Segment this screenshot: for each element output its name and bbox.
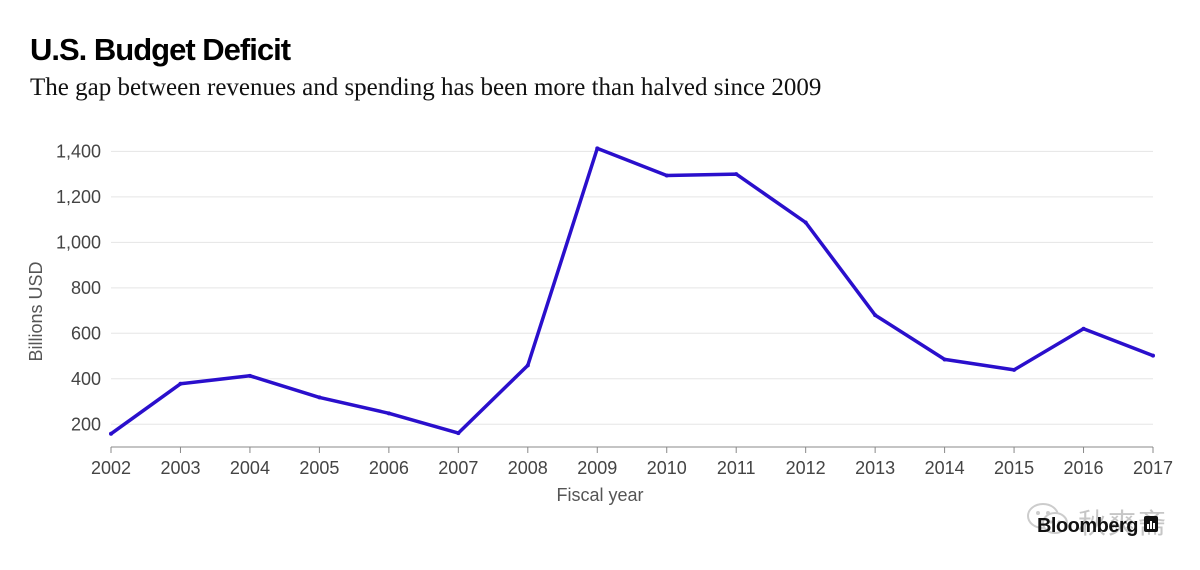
data-point-2011 xyxy=(734,172,739,177)
data-point-2017 xyxy=(1151,353,1155,358)
x-tick-label: 2002 xyxy=(91,458,131,478)
x-tick-label: 2004 xyxy=(230,458,270,478)
y-tick-label: 800 xyxy=(71,278,101,298)
data-point-2016 xyxy=(1081,326,1086,331)
x-tick-label: 2005 xyxy=(299,458,339,478)
wechat-icon xyxy=(1026,501,1070,542)
x-tick-label: 2013 xyxy=(855,458,895,478)
data-point-2004 xyxy=(247,373,252,378)
chart-subtitle: The gap between revenues and spending ha… xyxy=(30,74,822,101)
x-tick-label: 2010 xyxy=(647,458,687,478)
gridlines xyxy=(111,150,1153,425)
x-tick-label: 2008 xyxy=(508,458,548,478)
data-point-2012 xyxy=(803,220,808,225)
data-point-2005 xyxy=(317,395,322,400)
data-point-2014 xyxy=(942,357,947,362)
x-tick-label: 2015 xyxy=(994,458,1034,478)
series-line-budget-deficit xyxy=(109,146,1155,436)
x-tick-label: 2006 xyxy=(369,458,409,478)
x-axis-title: Fiscal year xyxy=(556,485,643,505)
x-tick-label: 2016 xyxy=(1064,458,1104,478)
data-point-2008 xyxy=(525,363,530,368)
data-point-2009 xyxy=(595,146,600,151)
y-tick-label: 1,000 xyxy=(56,232,101,252)
brand-name: Bloomberg xyxy=(1036,515,1139,537)
data-point-2013 xyxy=(873,313,878,318)
x-tick-label: 2012 xyxy=(786,458,826,478)
y-tick-label: 400 xyxy=(71,369,101,389)
data-point-2015 xyxy=(1012,367,1017,372)
y-tick-label: 1,200 xyxy=(56,187,101,207)
data-point-2010 xyxy=(664,173,669,178)
bloomberg-chart-icon xyxy=(1144,516,1158,537)
chart-title: U.S. Budget Deficit xyxy=(30,32,291,67)
y-tick-label: 600 xyxy=(71,323,101,343)
brand-logo: Bloomberg xyxy=(1037,515,1158,538)
data-point-2007 xyxy=(456,431,461,436)
x-axis-ticks: 2002 2003 2004 2005 2006 2007 2008 2009 2010 2011… xyxy=(91,447,1173,478)
x-tick-label: 2009 xyxy=(577,458,617,478)
x-tick-label: 2007 xyxy=(438,458,478,478)
x-tick-label: 2017 xyxy=(1133,458,1173,478)
x-tick-label: 2014 xyxy=(925,458,965,478)
y-axis-title: Billions USD xyxy=(26,261,46,361)
y-axis-ticks: 200 400 600 800 1,000 1,200 1,400 xyxy=(56,141,101,434)
x-tick-label: 2003 xyxy=(160,458,200,478)
y-tick-label: 200 xyxy=(71,414,101,434)
x-tick-label: 2011 xyxy=(717,458,756,478)
data-points xyxy=(109,146,1155,436)
data-point-2002 xyxy=(109,431,113,436)
data-point-2003 xyxy=(178,381,183,386)
data-point-2006 xyxy=(386,411,391,416)
y-tick-label: 1,400 xyxy=(56,141,101,161)
